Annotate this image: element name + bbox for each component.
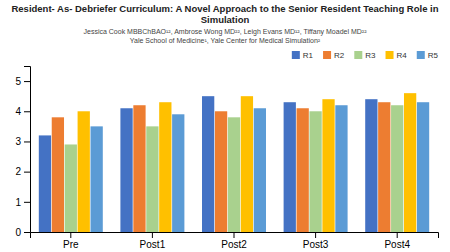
x-tick: Pre — [63, 232, 79, 250]
y-tick-mark — [24, 141, 30, 142]
bar — [159, 102, 171, 232]
y-tick-mark — [24, 111, 30, 112]
bar — [335, 105, 347, 232]
bar — [39, 135, 51, 232]
bar — [172, 114, 184, 232]
bar-series — [65, 105, 404, 232]
legend-swatch — [323, 51, 331, 59]
y-tick-mark — [24, 81, 30, 82]
bar — [322, 99, 334, 232]
x-tick-mark — [152, 232, 153, 238]
bar — [391, 105, 403, 232]
bar — [120, 108, 132, 232]
legend-swatch — [292, 51, 300, 59]
x-tick: Post4 — [384, 232, 410, 250]
legend-swatch — [417, 51, 425, 59]
bar — [365, 99, 377, 232]
y-tick-label: 5 — [15, 76, 21, 87]
y-tick-mark — [24, 172, 30, 173]
x-tick-mark — [70, 232, 71, 238]
bar — [65, 144, 77, 232]
y-tick-mark — [24, 202, 30, 203]
bar — [52, 117, 64, 232]
y-axis-line — [24, 67, 31, 233]
y-tick: 5 — [15, 76, 30, 87]
x-tick-mark — [315, 232, 316, 238]
bar — [297, 108, 309, 232]
bar-series — [78, 93, 417, 232]
y-axis: 0 1 2 3 4 5 — [15, 67, 30, 238]
x-axis-line — [31, 233, 439, 239]
bar — [228, 117, 240, 232]
title-line: Resident- As- Debriefer Curriculum: A No… — [11, 3, 438, 14]
plot: Pre Post1 Post2 Post3 Post4 0 1 2 3 4 5 — [15, 67, 438, 251]
x-tick-label: Pre — [63, 239, 79, 250]
y-tick-label: 3 — [15, 136, 21, 147]
y-tick: 0 — [15, 227, 30, 238]
x-axis: Pre Post1 Post2 Post3 Post4 — [31, 232, 439, 250]
bar-series — [39, 96, 378, 232]
bar — [146, 126, 158, 232]
y-tick: 4 — [15, 106, 30, 117]
legend-label: R2 — [334, 51, 345, 60]
y-tick: 1 — [15, 197, 30, 208]
legend: R1 R2 R3 R4 R5 — [292, 51, 439, 60]
y-tick-label: 4 — [15, 106, 21, 117]
y-tick-label: 0 — [15, 227, 21, 238]
bar — [241, 96, 253, 232]
chart: Resident- As- Debriefer Curriculum: A No… — [0, 0, 450, 252]
bar — [91, 126, 103, 232]
legend-label: R3 — [365, 51, 376, 60]
legend-label: R5 — [428, 51, 439, 60]
y-tick: 3 — [15, 136, 30, 147]
x-tick-label: Post2 — [221, 239, 247, 250]
legend-item: R5 — [417, 51, 439, 60]
y-tick-mark — [24, 232, 30, 233]
bar — [254, 108, 266, 232]
legend-item: R4 — [386, 51, 408, 60]
x-tick-label: Post4 — [384, 239, 410, 250]
bar-series — [91, 102, 430, 232]
x-tick: Post2 — [221, 232, 247, 250]
bar — [378, 102, 390, 232]
x-tick-label: Post1 — [140, 239, 166, 250]
legend-label: R4 — [397, 51, 408, 60]
legend-item: R2 — [323, 51, 345, 60]
bar — [215, 111, 227, 232]
bar — [404, 93, 416, 232]
bars — [39, 93, 429, 232]
legend-swatch — [354, 51, 362, 59]
bar — [309, 111, 321, 232]
bar — [133, 105, 145, 232]
title-line: Simulation — [201, 14, 250, 25]
annotation: Yale School of Medicine¹, Yale Center fo… — [130, 37, 321, 44]
legend-item: R3 — [354, 51, 376, 60]
x-tick: Post3 — [303, 232, 329, 250]
y-tick-label: 1 — [15, 197, 21, 208]
x-tick-mark — [234, 232, 235, 238]
bar-series — [52, 102, 391, 232]
bar — [78, 111, 90, 232]
title: Resident- As- Debriefer Curriculum: A No… — [11, 3, 438, 25]
legend-item: R1 — [292, 51, 314, 60]
bar — [284, 102, 296, 232]
x-tick: Post1 — [140, 232, 166, 250]
legend-label: R1 — [303, 51, 314, 60]
y-tick: 2 — [15, 166, 30, 177]
subtitle: Jessica Cook MBBChBAO¹², Ambrose Wong MD… — [84, 28, 368, 36]
x-tick-label: Post3 — [303, 239, 329, 250]
y-tick-label: 2 — [15, 166, 21, 177]
bar — [417, 102, 429, 232]
x-tick-mark — [397, 232, 398, 238]
legend-swatch — [386, 51, 394, 59]
bar — [202, 96, 214, 232]
